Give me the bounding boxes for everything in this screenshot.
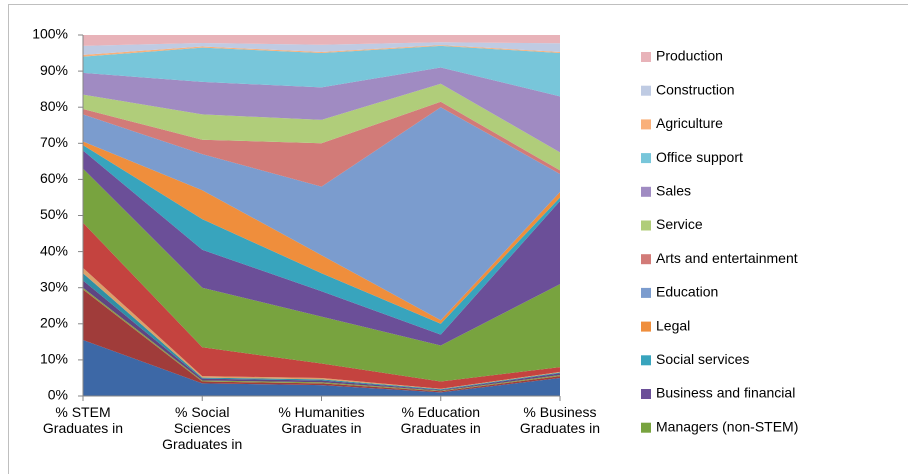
legend-swatch (641, 389, 651, 399)
legend-label: Social services (656, 351, 749, 367)
legend-swatch (641, 287, 651, 298)
y-tick-label: 50% (40, 206, 68, 222)
legend-swatch (641, 119, 651, 130)
area (83, 35, 560, 46)
area (83, 107, 560, 321)
y-tick-label: 100% (32, 26, 68, 42)
legend-label: Business and financial (656, 385, 795, 401)
x-tick-label: % Social Sciences Graduates in (162, 404, 243, 452)
y-tick-label: 20% (40, 315, 68, 331)
area (83, 168, 560, 382)
legend-label: Education (656, 284, 718, 300)
legend-label: Construction (656, 81, 735, 97)
y-tick-label: 30% (40, 278, 68, 294)
area (83, 340, 560, 396)
legend-label: Office support (656, 149, 743, 165)
x-tick-label: % Business Graduates in (519, 404, 601, 436)
y-tick-label: 0% (48, 387, 68, 403)
area (83, 83, 560, 171)
y-tick-label: 10% (40, 351, 68, 367)
legend-swatch (641, 186, 651, 197)
legend-label: Legal (656, 317, 690, 333)
y-tick-label: 60% (40, 170, 68, 186)
x-tick-label: % STEM Graduates in (42, 404, 124, 436)
legend-label: Managers (non-STEM) (656, 418, 798, 434)
legend-label: Production (656, 48, 723, 64)
legend-label: Arts and entertainment (656, 250, 798, 266)
legend-label: Agriculture (656, 115, 723, 131)
legend-swatch (641, 422, 651, 433)
area (83, 67, 560, 153)
legend-swatch (641, 220, 651, 231)
legend-swatch (641, 254, 651, 265)
legend-swatch (641, 355, 651, 366)
x-tick-label: % Education Graduates in (400, 404, 481, 436)
chart-border (8, 4, 908, 474)
legend-swatch (641, 85, 651, 96)
area (83, 101, 560, 187)
legend-swatch (641, 321, 651, 332)
y-tick-label: 70% (40, 134, 68, 150)
legend-label: Service (656, 216, 703, 232)
x-tick-label: % Humanities Graduates in (278, 404, 365, 436)
area (83, 45, 560, 97)
area (83, 150, 560, 346)
y-tick-label: 90% (40, 62, 68, 78)
legend-swatch (641, 52, 651, 62)
legend-swatch (641, 153, 651, 164)
legend-label: Sales (656, 183, 691, 199)
y-tick-label: 40% (40, 242, 68, 258)
area (83, 42, 560, 55)
y-tick-label: 80% (40, 98, 68, 114)
